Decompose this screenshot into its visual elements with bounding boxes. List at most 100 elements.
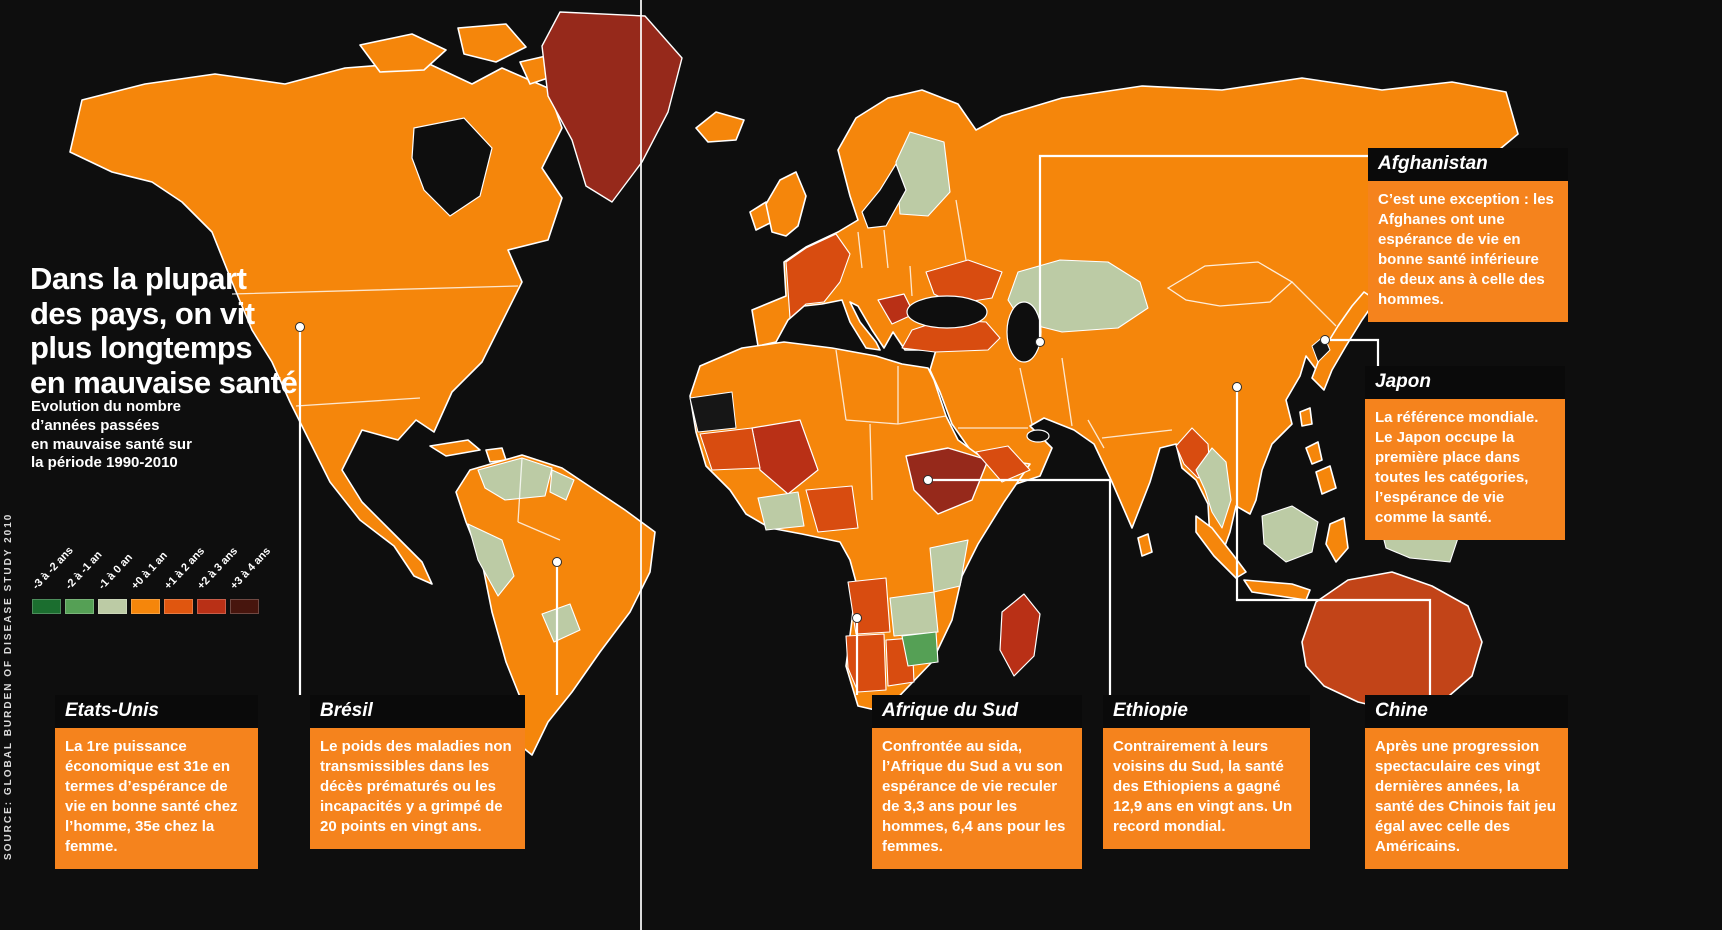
source-credit: SOURCE: GLOBAL BURDEN OF DISEASE STUDY 2…: [3, 512, 14, 860]
region-guyana: [549, 469, 575, 501]
callout-chine: Chine Après une progression spectaculair…: [1365, 695, 1568, 869]
mongolia-border: [1166, 261, 1294, 307]
legend-swatch: [197, 599, 226, 614]
legend-item: -1 à 0 an: [96, 530, 135, 614]
country-borders: [231, 199, 1337, 541]
title-block: Dans la plupart des pays, on vit plus lo…: [30, 261, 298, 401]
hudson-bay: [411, 117, 493, 217]
callout-body: C’est une exception : les Afghanes ont u…: [1378, 191, 1554, 308]
regions-green: [901, 631, 939, 667]
marker-dot-chine: [1232, 382, 1242, 392]
region-sri-lanka: [1137, 533, 1153, 557]
callout-body: La 1re puissance économique est 31e en t…: [65, 738, 238, 855]
marker-dot-etats-unis: [295, 322, 305, 332]
callout-title: Brésil: [310, 695, 525, 728]
callout-title: Etats-Unis: [55, 695, 258, 728]
callout-body: Confrontée au sida, l’Afrique du Sud a v…: [882, 738, 1066, 855]
legend-item: +0 à 1 an: [129, 530, 170, 614]
region-sulawesi: [1325, 517, 1349, 563]
marker-dot-bresil: [552, 557, 562, 567]
region-australia: [1301, 571, 1483, 713]
leader-ethiopie: [928, 478, 1112, 695]
callout-japon: Japon La référence mondiale. Le Japon oc…: [1365, 366, 1565, 540]
callout-bresil: Brésil Le poids des maladies non transmi…: [310, 695, 525, 849]
region-philippines-south: [1315, 465, 1337, 495]
page-title: Dans la plupart des pays, on vit plus lo…: [30, 261, 298, 401]
legend-swatch: [164, 599, 193, 614]
region-arctic-island-1: [359, 33, 447, 73]
callout-body: Contrairement à leurs voisins du Sud, la…: [1113, 738, 1293, 835]
region-ukraine: [925, 259, 1003, 305]
callout-title: Ethiopie: [1103, 695, 1310, 728]
leader-lines: [298, 154, 1432, 695]
baltic-sea: [861, 162, 907, 229]
page-subtitle: Evolution du nombre d’années passées en …: [31, 398, 192, 472]
legend-label: -1 à 0 an: [96, 551, 136, 592]
callout-title: Afghanistan: [1368, 148, 1568, 181]
region-tanzania: [929, 539, 969, 593]
legend-item: +2 à 3 ans: [195, 530, 240, 614]
region-ivory-coast-ghana: [757, 491, 805, 531]
marker-dot-afghanistan: [1035, 337, 1045, 347]
legend: -3 à -2 ans -2 à -1 an -1 à 0 an +0 à 1 …: [30, 530, 273, 614]
region-borneo: [1261, 505, 1319, 563]
regions-red: [751, 293, 1041, 677]
region-cuba: [429, 439, 481, 457]
region-zimbabwe: [901, 631, 939, 667]
region-taiwan: [1299, 407, 1313, 427]
callout-body: Après une progression spectaculaire ces …: [1375, 738, 1556, 855]
region-angola: [847, 577, 891, 635]
leader-chine: [1235, 387, 1432, 695]
legend-swatch: [230, 599, 259, 614]
region-zambia: [889, 591, 939, 637]
region-mauritania: [699, 427, 761, 471]
legend-swatch: [131, 599, 160, 614]
region-great-britain: [765, 171, 807, 237]
caspian-sea: [1006, 301, 1042, 363]
callout-afghanistan: Afghanistan C’est une exception : les Af…: [1368, 148, 1568, 322]
inland-water: [411, 117, 1050, 443]
region-nigeria: [805, 485, 859, 533]
region-sumatra: [1195, 515, 1247, 579]
legend-item: -2 à -1 an: [63, 530, 105, 614]
callout-title: Chine: [1365, 695, 1568, 728]
marker-dots: [295, 322, 1330, 623]
legend-item: -3 à -2 ans: [30, 530, 76, 614]
leader-afghanistan: [1038, 154, 1368, 342]
regions-pale-green: [467, 131, 1459, 643]
region-thailand: [1195, 447, 1232, 529]
callout-body: Le poids des maladies non transmissibles…: [320, 738, 512, 835]
callout-title: Afrique du Sud: [872, 695, 1082, 728]
region-finland: [895, 131, 951, 217]
region-yemen: [975, 445, 1031, 483]
legend-item: +1 à 2 ans: [162, 530, 207, 614]
region-philippines-north: [1305, 441, 1323, 465]
callout-etats-unis: Etats-Unis La 1re puissance économique e…: [55, 695, 258, 869]
region-iceland: [695, 111, 745, 143]
region-france: [785, 233, 851, 319]
callout-afrique-du-sud: Afrique du Sud Confrontée au sida, l’Afr…: [872, 695, 1082, 869]
region-turkey: [901, 319, 1001, 353]
legend-swatch: [32, 599, 61, 614]
region-paraguay: [541, 603, 581, 643]
persian-gulf: [1026, 429, 1050, 443]
legend-swatch: [65, 599, 94, 614]
region-java: [1243, 579, 1311, 601]
legend-swatch: [98, 599, 127, 614]
leader-japon: [1325, 338, 1380, 366]
region-peru: [467, 523, 515, 597]
callout-ethiopie: Ethiopie Contrairement à leurs voisins d…: [1103, 695, 1310, 849]
callout-body: La référence mondiale. Le Japon occupe l…: [1375, 409, 1539, 526]
legend-item: +3 à 4 ans: [228, 530, 273, 614]
region-western-sahara: [689, 391, 737, 433]
region-madagascar: [999, 593, 1041, 677]
callout-title: Japon: [1365, 366, 1565, 399]
marker-dot-ethiopie: [923, 475, 933, 485]
marker-dot-afrique-du-sud: [852, 613, 862, 623]
black-sea: [906, 295, 988, 329]
marker-dot-japon: [1320, 335, 1330, 345]
region-arctic-island-2: [457, 23, 527, 63]
region-greenland: [541, 11, 683, 203]
